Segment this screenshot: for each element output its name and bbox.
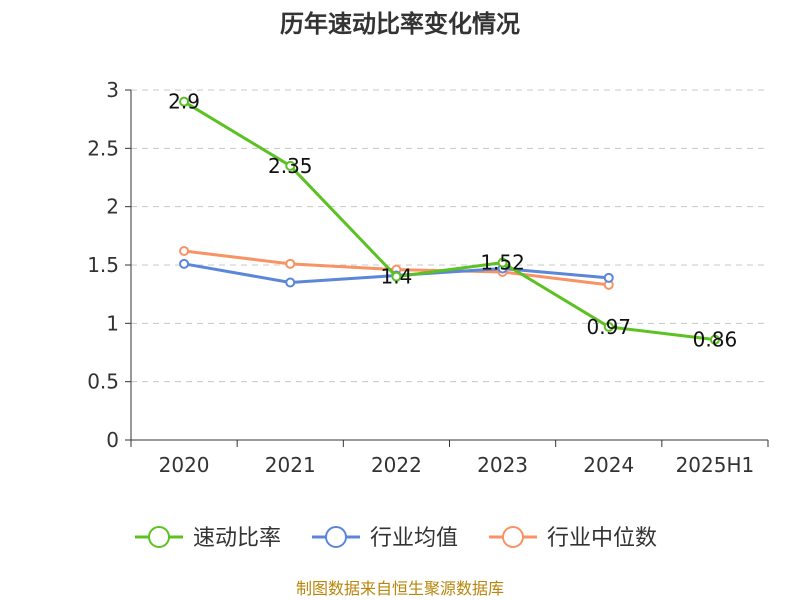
legend-marker <box>148 526 170 548</box>
grid-lines <box>131 89 768 383</box>
data-point <box>179 96 190 107</box>
x-tick-label: 2022 <box>371 453 422 477</box>
chart-title: 历年速动比率变化情况 <box>280 10 520 38</box>
legend-item: 行业均值 <box>312 526 458 551</box>
y-tick-label: 1.5 <box>87 253 119 277</box>
series-layer <box>179 96 720 345</box>
x-tick-label: 2023 <box>477 453 528 477</box>
legend: 速动比率 行业均值 行业中位数 <box>135 526 657 551</box>
data-point <box>179 258 190 269</box>
source-note: 制图数据来自恒生聚源数据库 <box>296 579 504 598</box>
series-line <box>183 100 716 342</box>
legend-label: 速动比率 <box>193 526 281 551</box>
y-tick-label: 0.5 <box>87 370 119 394</box>
data-label: 2.35 <box>268 154 313 178</box>
data-label: 1.52 <box>480 251 525 275</box>
x-tick-label: 2024 <box>583 453 634 477</box>
data-point <box>603 272 614 283</box>
y-tick-label: 0 <box>106 428 119 452</box>
data-point <box>391 271 402 282</box>
legend-item: 速动比率 <box>135 526 281 551</box>
x-tick-label: 2021 <box>265 453 316 477</box>
data-point <box>709 334 720 345</box>
legend-marker <box>325 526 347 548</box>
data-label: 2.9 <box>168 90 200 114</box>
y-tick-label: 2.5 <box>87 136 119 160</box>
data-point <box>285 277 296 288</box>
x-tick-label: 2020 <box>159 453 210 477</box>
data-point <box>497 257 508 268</box>
data-label: 0.86 <box>693 328 738 352</box>
data-point <box>179 246 190 256</box>
legend-label: 行业中位数 <box>547 526 657 551</box>
y-tick-label: 3 <box>106 78 119 102</box>
y-tick-label: 1 <box>106 311 119 335</box>
y-tick-label: 2 <box>106 195 119 219</box>
legend-item: 行业中位数 <box>489 526 657 551</box>
legend-marker <box>502 526 524 548</box>
data-point <box>285 160 296 171</box>
data-point <box>603 321 614 332</box>
legend-label: 行业均值 <box>370 526 458 551</box>
x-tick-label: 2025H1 <box>676 453 755 477</box>
data-labels: 2.9 2.35 1.4 1.52 0.97 0.86 <box>168 90 737 352</box>
data-label: 1.4 <box>381 265 413 289</box>
data-label: 0.97 <box>586 315 631 339</box>
data-point <box>285 258 296 269</box>
